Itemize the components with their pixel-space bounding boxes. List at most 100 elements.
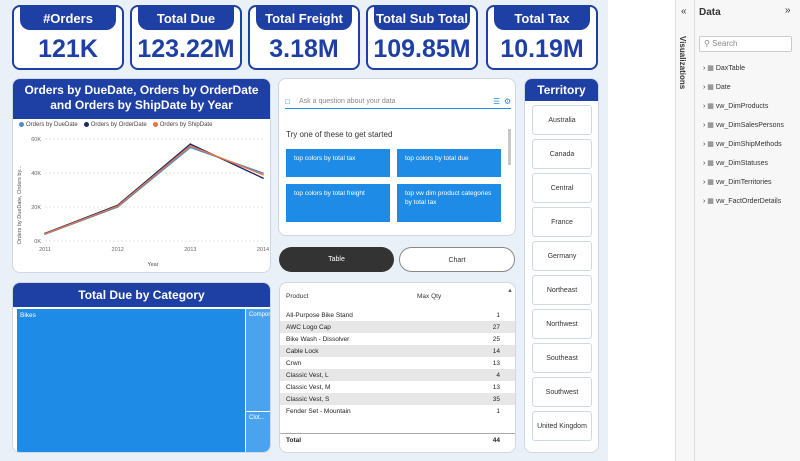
table-row[interactable]: Classic Vest, M 13 bbox=[280, 381, 515, 393]
search-input[interactable]: Search bbox=[712, 39, 738, 48]
column-header-max-qty[interactable]: Max Qty bbox=[417, 293, 442, 300]
chevron-right-icon[interactable]: › bbox=[703, 84, 708, 91]
table-name: vw_DimStatuses bbox=[715, 160, 768, 167]
x-tick-label: 2012 bbox=[112, 247, 124, 253]
treemap-tile-bikes[interactable]: Bikes bbox=[17, 309, 245, 452]
territory-option[interactable]: Southwest bbox=[532, 377, 592, 407]
data-point bbox=[116, 205, 119, 207]
table-toggle-button[interactable]: Table bbox=[279, 247, 394, 272]
collapse-chevron-icon[interactable]: » bbox=[785, 5, 791, 16]
territory-option[interactable]: Australia bbox=[532, 105, 592, 135]
chevron-right-icon[interactable]: › bbox=[703, 198, 708, 205]
table-icon: ▦ bbox=[707, 65, 716, 72]
qa-question-input[interactable]: Ask a question about your data bbox=[285, 95, 511, 109]
data-point bbox=[189, 143, 192, 145]
sort-icon[interactable]: ▲ bbox=[507, 288, 513, 294]
table-name: vw_DimSalesPersons bbox=[715, 122, 784, 129]
kpi-value: 121K bbox=[38, 35, 98, 63]
x-tick-label: 2011 bbox=[39, 247, 51, 253]
settings-icon[interactable]: ⚙ bbox=[504, 97, 512, 106]
y-tick-label: 0K bbox=[34, 239, 41, 245]
table-icon: ▦ bbox=[707, 122, 716, 129]
visualizations-pane-collapsed[interactable]: « Visualizations bbox=[675, 0, 695, 461]
qty-cell: 13 bbox=[492, 359, 500, 367]
product-cell: Bike Wash - Dissolver bbox=[286, 335, 350, 343]
chevron-right-icon[interactable]: › bbox=[703, 103, 708, 110]
data-table-item[interactable]: › ▦ vw_FactOrderDetails bbox=[703, 197, 781, 205]
table-row[interactable]: Bike Wash - Dissolver 25 bbox=[280, 333, 515, 345]
column-header-product[interactable]: Product bbox=[286, 293, 309, 300]
kpi-card-total-freight[interactable]: Total Freight 3.18M bbox=[248, 5, 360, 70]
data-table-item[interactable]: › ▦ vw_DimProducts bbox=[703, 102, 768, 110]
search-box[interactable]: ⚲ Search bbox=[699, 36, 792, 52]
table-name: vw_FactOrderDetails bbox=[715, 198, 782, 205]
chevron-right-icon[interactable]: › bbox=[703, 160, 708, 167]
y-axis-label: Orders by DueDate, Orders by... bbox=[17, 165, 23, 244]
territory-option[interactable]: Germany bbox=[532, 241, 592, 271]
kpi-card-total-due[interactable]: Total Due 123.22M bbox=[130, 5, 242, 70]
data-table-item[interactable]: › ▦ vw_DimStatuses bbox=[703, 159, 768, 167]
treemap-tile-components[interactable]: Compon... bbox=[246, 309, 270, 411]
data-point bbox=[262, 172, 264, 174]
data-table-item[interactable]: › ▦ Date bbox=[703, 83, 731, 91]
territory-option[interactable]: United Kingdom bbox=[532, 411, 592, 441]
territory-option[interactable]: Northwest bbox=[532, 309, 592, 339]
data-point bbox=[189, 145, 192, 147]
qty-cell: 4 bbox=[453, 369, 515, 381]
qa-visual[interactable]: □ Ask a question about your data ☰ ⚙ Try… bbox=[278, 78, 516, 236]
scrollbar[interactable] bbox=[508, 129, 511, 165]
table-row[interactable]: All-Purpose Bike Stand 1 bbox=[280, 309, 515, 321]
chevron-right-icon[interactable]: › bbox=[703, 65, 708, 72]
territory-option[interactable]: Northeast bbox=[532, 275, 592, 305]
visualizations-label[interactable]: Visualizations bbox=[678, 36, 687, 90]
table-name: vw_DimProducts bbox=[715, 103, 769, 110]
qa-suggestion[interactable]: top colors by total freight bbox=[286, 184, 390, 222]
orders-line-chart[interactable]: Orders by DueDate, Orders by OrderDate a… bbox=[12, 78, 271, 273]
expand-chevron-icon[interactable]: « bbox=[681, 6, 687, 17]
chevron-right-icon[interactable]: › bbox=[703, 122, 708, 129]
kpi-card-orders[interactable]: #Orders 121K bbox=[12, 5, 124, 70]
table-body: All-Purpose Bike Stand 1 AWC Logo Cap 27 Bik… bbox=[280, 309, 515, 417]
territory-option[interactable]: Central bbox=[532, 173, 592, 203]
data-table-item[interactable]: › ▦ vw_DimSalesPersons bbox=[703, 121, 784, 129]
data-point bbox=[44, 233, 46, 235]
qa-suggestion[interactable]: top colors by total tax bbox=[286, 149, 390, 177]
qty-cell: 25 bbox=[492, 335, 500, 343]
table-row[interactable]: Fender Set - Mountain 1 bbox=[280, 405, 515, 417]
product-cell: Crwn bbox=[286, 359, 302, 367]
total-label: Total bbox=[286, 437, 302, 444]
data-table-item[interactable]: › ▦ vw_DimTerritories bbox=[703, 178, 771, 186]
treemap-total-due[interactable]: Total Due by Category Bikes Compon... Cl… bbox=[12, 282, 271, 453]
table-row[interactable]: AWC Logo Cap 27 bbox=[280, 321, 515, 333]
data-table-item[interactable]: › ▦ DaxTable bbox=[703, 64, 745, 72]
kpi-card-total-tax[interactable]: Total Tax 10.19M bbox=[486, 5, 598, 70]
chart-toggle-button[interactable]: Chart bbox=[399, 247, 515, 272]
kpi-value: 10.19M bbox=[500, 35, 584, 63]
chevron-right-icon[interactable]: › bbox=[703, 179, 708, 186]
data-table-item[interactable]: › ▦ vw_DimShipMethods bbox=[703, 140, 782, 148]
territory-slicer[interactable]: Territory Australia Canada Central France Ge… bbox=[524, 78, 599, 453]
y-tick-label: 40K bbox=[31, 171, 41, 177]
qa-suggestion[interactable]: top colors by total due bbox=[397, 149, 501, 177]
table-row[interactable]: Cable Lock 14 bbox=[280, 345, 515, 357]
qty-cell: 35 bbox=[453, 393, 515, 405]
x-tick-label: 2013 bbox=[184, 247, 196, 253]
qa-suggestion[interactable]: top vw dim product categories by total t… bbox=[397, 184, 501, 222]
filter-icon[interactable]: ☰ bbox=[493, 97, 501, 106]
qty-cell: 27 bbox=[453, 321, 515, 333]
kpi-value: 3.18M bbox=[269, 35, 339, 63]
territory-option[interactable]: Canada bbox=[532, 139, 592, 169]
territory-option[interactable]: France bbox=[532, 207, 592, 237]
report-canvas: #Orders 121K Total Due 123.22M Total Fre… bbox=[0, 0, 608, 461]
table-row[interactable]: Classic Vest, S 35 bbox=[280, 393, 515, 405]
qty-cell: 13 bbox=[492, 383, 500, 391]
y-tick-label: 60K bbox=[31, 137, 41, 143]
treemap-tile-clothing[interactable]: Clot... bbox=[246, 412, 270, 452]
product-table[interactable]: Product Max Qty ▲ All-Purpose Bike Stand… bbox=[279, 282, 516, 453]
table-row[interactable]: Crwn 13 bbox=[280, 357, 515, 369]
kpi-card-total-sub-total[interactable]: Total Sub Total 109.85M bbox=[366, 5, 478, 70]
chevron-right-icon[interactable]: › bbox=[703, 141, 708, 148]
territory-option[interactable]: Southeast bbox=[532, 343, 592, 373]
product-cell: Classic Vest, L bbox=[280, 369, 454, 381]
